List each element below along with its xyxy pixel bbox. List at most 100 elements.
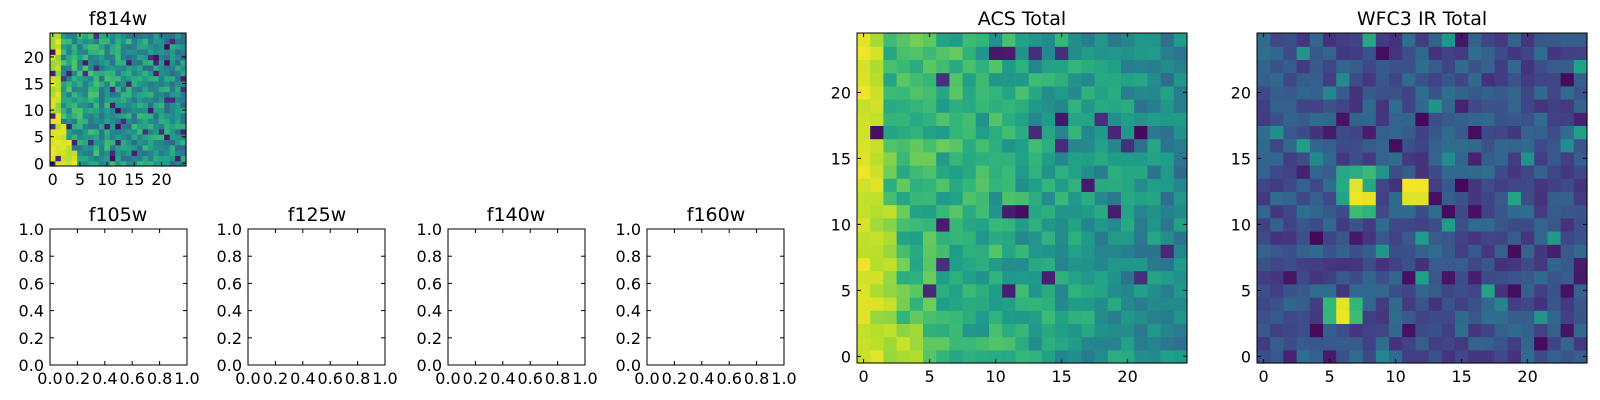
f814w-cell	[126, 128, 133, 135]
f105w-yticks: 0.00.20.40.60.81.0	[19, 220, 187, 375]
wfc3-ir-total-cell	[1402, 323, 1416, 338]
acs-total-cell	[949, 310, 964, 324]
acs-total-cell	[1134, 178, 1148, 192]
wfc3-ir-total-cell	[1349, 178, 1364, 192]
wfc3-ir-total-cell	[1521, 138, 1535, 153]
f814w-cell	[142, 107, 149, 114]
acs-total-cell	[1094, 191, 1109, 206]
wfc3-ir-total-cell	[1349, 257, 1364, 272]
acs-total-cell	[1107, 112, 1122, 126]
acs-total-cell	[962, 191, 977, 206]
acs-total-cell	[1173, 283, 1188, 298]
wfc3-ir-total-cell	[1494, 46, 1509, 60]
acs-total-cell	[923, 138, 937, 153]
wfc3-ir-total-cell	[1283, 112, 1298, 126]
f814w-cell	[120, 112, 127, 119]
wfc3-ir-total-cell	[1323, 231, 1337, 245]
wfc3-ir-total-cell	[1323, 323, 1337, 338]
f814w-cell	[104, 43, 111, 50]
f814w-cell	[82, 75, 89, 82]
wfc3-ir-total-cell	[1336, 270, 1350, 285]
acs-total-cell	[949, 59, 964, 74]
f814w-cell	[126, 102, 133, 109]
wfc3-ir-total-cell	[1323, 59, 1337, 74]
wfc3-ir-total-cell	[1349, 138, 1364, 153]
wfc3-ir-total-cell	[1468, 59, 1482, 74]
wfc3-ir-total-cell	[1389, 310, 1403, 324]
wfc3-ir-total-cell	[1573, 85, 1588, 100]
acs-total-ytick-label: 15	[831, 149, 851, 168]
f814w-cell	[137, 139, 144, 146]
wfc3-ir-total-cell	[1296, 204, 1311, 219]
acs-total-cell	[1094, 85, 1109, 100]
f814w-cell	[50, 123, 57, 130]
acs-total-cell	[1015, 85, 1030, 100]
acs-total-cell	[989, 297, 1003, 311]
acs-total-cell	[962, 231, 977, 245]
f814w-cell	[109, 102, 116, 109]
f814w-cell	[158, 107, 165, 114]
wfc3-ir-total-cell	[1415, 138, 1430, 153]
acs-total-cell	[936, 99, 950, 113]
acs-total-cell	[1147, 99, 1162, 113]
f814w-cell	[98, 54, 105, 61]
f814w-cell	[115, 144, 122, 151]
acs-total-cell	[1028, 125, 1043, 140]
acs-total-cell	[1068, 151, 1082, 166]
f814w-cell	[137, 128, 144, 135]
wfc3-ir-total-cell	[1362, 178, 1377, 192]
acs-total-cell	[1081, 46, 1096, 60]
wfc3-ir-total-cell	[1270, 297, 1284, 311]
wfc3-ir-total-cell	[1323, 178, 1337, 192]
wfc3-ir-total-cell	[1534, 59, 1548, 74]
acs-total-cell	[1068, 178, 1082, 192]
f814w-cell	[55, 33, 62, 39]
wfc3-ir-total-cell	[1375, 33, 1390, 47]
acs-total-cell	[1094, 310, 1109, 324]
wfc3-ir-total-cell	[1573, 191, 1588, 206]
acs-total-cell	[883, 46, 898, 60]
wfc3-ir-total-xtick-label: 20	[1517, 367, 1537, 386]
acs-total-cell	[1173, 191, 1188, 206]
f814w-cell	[169, 150, 176, 156]
f814w-cell	[115, 118, 122, 125]
f814w-cell	[180, 96, 187, 103]
f814w-cell	[175, 144, 182, 151]
acs-total-cell	[1015, 270, 1030, 285]
f814w-cell	[126, 123, 133, 130]
wfc3-ir-total-cell	[1257, 151, 1271, 166]
f814w-cell	[66, 160, 73, 167]
wfc3-ir-total-cell	[1309, 283, 1324, 298]
f814w-cell	[137, 59, 144, 66]
wfc3-ir-total-cell	[1494, 244, 1509, 258]
wfc3-ir-total-cell	[1573, 138, 1588, 153]
wfc3-ir-total-cell	[1349, 283, 1364, 298]
wfc3-ir-total-cell	[1560, 165, 1575, 179]
acs-total-cell	[975, 178, 990, 192]
acs-total-cell	[1002, 323, 1016, 338]
wfc3-ir-total-cell	[1323, 217, 1337, 232]
f814w-cell	[55, 43, 62, 50]
f814w-cell	[50, 118, 57, 125]
wfc3-ir-total-cell	[1547, 244, 1562, 258]
wfc3-ir-total-cell	[1573, 125, 1588, 140]
acs-total-cell	[1147, 72, 1162, 87]
acs-total-cell	[975, 270, 990, 285]
f814w-cell	[175, 33, 182, 39]
f140w-xtick-label: 0.6	[517, 369, 542, 388]
f814w-cell	[104, 118, 111, 125]
f814w-cell	[164, 139, 171, 146]
wfc3-ir-total-cell	[1481, 72, 1496, 87]
acs-total-cell	[1055, 178, 1069, 192]
wfc3-ir-total-cell	[1257, 165, 1271, 179]
f140w-xtick-label: 0.2	[463, 369, 488, 388]
f125w-ytick-label: 0.0	[217, 356, 242, 375]
wfc3-ir-total-cell	[1428, 323, 1443, 338]
wfc3-ir-total-cell	[1270, 165, 1284, 179]
acs-total-cell	[1160, 46, 1175, 60]
acs-total-cell	[989, 191, 1003, 206]
acs-total-cell	[1068, 336, 1082, 351]
f814w-cell	[153, 64, 160, 71]
wfc3-ir-total-ytick-label: 20	[1231, 83, 1251, 102]
f814w-cell	[82, 33, 89, 39]
